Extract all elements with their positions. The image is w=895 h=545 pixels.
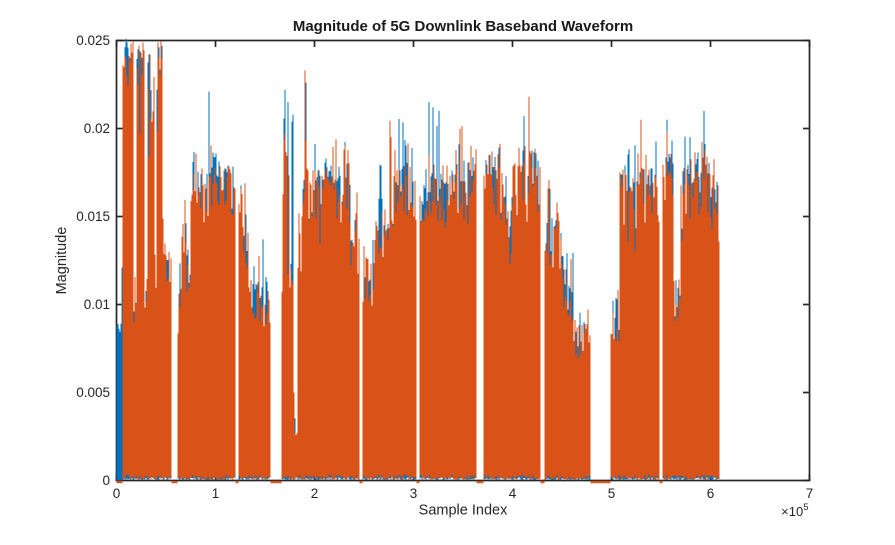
x-exponent-base: ×10 bbox=[781, 504, 803, 519]
x-tick-label: 4 bbox=[509, 486, 517, 501]
y-tick-label: 0 bbox=[102, 473, 110, 488]
x-tick-label: 3 bbox=[410, 486, 418, 501]
waveform-series bbox=[116, 38, 720, 484]
zero-level-segment bbox=[476, 480, 484, 484]
waveform-burst-antenna-2 bbox=[122, 41, 172, 480]
waveform-burst-antenna-2 bbox=[662, 131, 720, 480]
y-tick-label: 0.005 bbox=[76, 385, 110, 400]
x-exponent-power: 5 bbox=[803, 502, 808, 513]
waveform-burst-antenna-2 bbox=[281, 70, 360, 480]
x-tick-label: 5 bbox=[608, 486, 616, 501]
zero-level-segment bbox=[116, 480, 123, 484]
zero-level-segment bbox=[171, 480, 178, 484]
x-axis-label: Sample Index bbox=[419, 503, 508, 519]
chart-title: Magnitude of 5G Downlink Baseband Wavefo… bbox=[293, 18, 633, 35]
y-tick-label: 0.02 bbox=[84, 121, 110, 136]
waveform-burst-antenna-2 bbox=[544, 179, 591, 480]
zero-level-segment bbox=[270, 480, 282, 484]
x-tick-label: 0 bbox=[113, 486, 121, 501]
x-tick-label: 7 bbox=[806, 486, 814, 501]
y-axis-label: Magnitude bbox=[54, 227, 70, 295]
zero-level-segment bbox=[590, 480, 611, 484]
x-tick-label: 6 bbox=[707, 486, 715, 501]
waveform-burst-antenna-2 bbox=[362, 120, 417, 480]
waveform-burst-antenna-2 bbox=[419, 126, 477, 480]
x-axis-exponent: ×105 bbox=[781, 502, 808, 519]
y-tick-label: 0.015 bbox=[76, 209, 110, 224]
zero-level-segment bbox=[659, 480, 663, 484]
zero-level-segment bbox=[416, 480, 420, 484]
waveform-burst-antenna-2 bbox=[177, 145, 236, 480]
zero-level-segment bbox=[540, 480, 545, 484]
waveform-burst-antenna-2 bbox=[238, 183, 271, 480]
waveform-burst-antenna-2 bbox=[483, 96, 541, 480]
axes-labels: Magnitude of 5G Downlink Baseband Wavefo… bbox=[54, 18, 813, 519]
axes-box bbox=[115, 39, 811, 482]
y-tick-label: 0.025 bbox=[76, 33, 110, 48]
zero-level-segment bbox=[235, 480, 239, 484]
x-tick-label: 1 bbox=[212, 486, 220, 501]
zero-level-segment bbox=[359, 480, 363, 484]
y-tick-label: 0.01 bbox=[84, 297, 110, 312]
waveform-burst-antenna-2 bbox=[610, 119, 660, 480]
x-tick-label: 2 bbox=[311, 486, 319, 501]
